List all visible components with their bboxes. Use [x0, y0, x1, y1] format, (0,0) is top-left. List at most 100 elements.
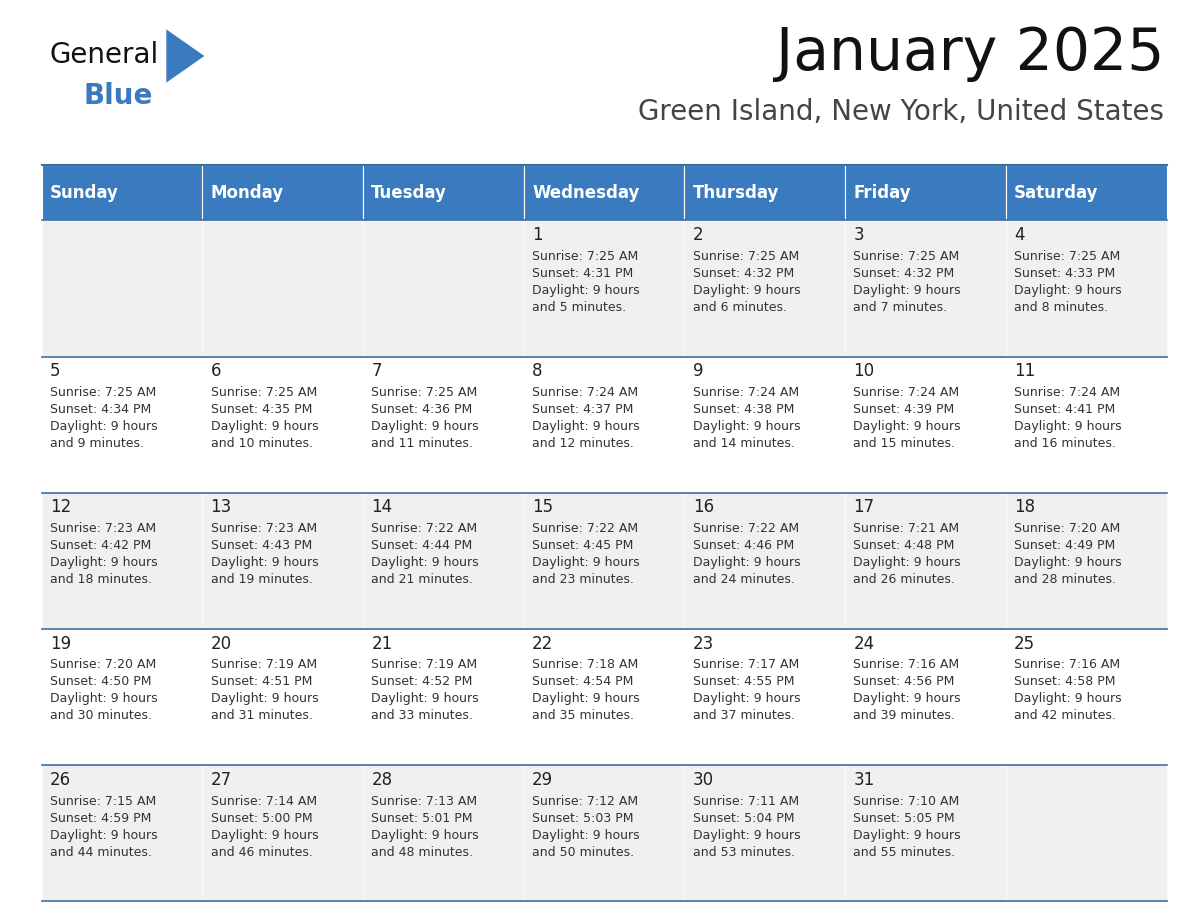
Bar	[524, 766, 684, 901]
Text: 27: 27	[210, 771, 232, 789]
Text: and 5 minutes.: and 5 minutes.	[532, 300, 626, 314]
Text: Sunrise: 7:25 AM: Sunrise: 7:25 AM	[1015, 250, 1120, 263]
Text: Daylight: 9 hours: Daylight: 9 hours	[853, 556, 961, 569]
Text: Sunrise: 7:19 AM: Sunrise: 7:19 AM	[210, 658, 317, 671]
Bar	[1006, 165, 1167, 220]
Text: Sunrise: 7:17 AM: Sunrise: 7:17 AM	[693, 658, 800, 671]
Text: 29: 29	[532, 771, 554, 789]
Text: Daylight: 9 hours: Daylight: 9 hours	[210, 556, 318, 569]
Text: 10: 10	[853, 362, 874, 380]
Text: Daylight: 9 hours: Daylight: 9 hours	[693, 829, 801, 842]
Text: 31: 31	[853, 771, 874, 789]
Text: 2: 2	[693, 226, 703, 244]
Text: Sunday: Sunday	[50, 184, 119, 202]
Text: Sunset: 4:43 PM: Sunset: 4:43 PM	[210, 539, 312, 552]
Text: 24: 24	[853, 634, 874, 653]
Text: and 50 minutes.: and 50 minutes.	[532, 845, 634, 858]
Bar	[845, 356, 1006, 493]
Bar	[1006, 220, 1167, 356]
Text: Sunset: 4:33 PM: Sunset: 4:33 PM	[1015, 266, 1116, 280]
Text: Daylight: 9 hours: Daylight: 9 hours	[372, 692, 479, 705]
Text: 12: 12	[50, 498, 71, 516]
Text: and 14 minutes.: and 14 minutes.	[693, 437, 795, 450]
Text: Sunrise: 7:23 AM: Sunrise: 7:23 AM	[210, 522, 317, 535]
Text: Sunset: 4:58 PM: Sunset: 4:58 PM	[1015, 676, 1116, 688]
Text: and 11 minutes.: and 11 minutes.	[372, 437, 473, 450]
Text: Sunset: 4:35 PM: Sunset: 4:35 PM	[210, 403, 312, 416]
Text: and 37 minutes.: and 37 minutes.	[693, 710, 795, 722]
Text: 28: 28	[372, 771, 392, 789]
Text: Blue: Blue	[83, 83, 152, 110]
Text: Sunrise: 7:25 AM: Sunrise: 7:25 AM	[210, 386, 317, 399]
Text: Sunrise: 7:25 AM: Sunrise: 7:25 AM	[853, 250, 960, 263]
Text: Sunset: 5:04 PM: Sunset: 5:04 PM	[693, 812, 795, 824]
Text: Sunrise: 7:14 AM: Sunrise: 7:14 AM	[210, 795, 317, 808]
Text: and 31 minutes.: and 31 minutes.	[210, 710, 312, 722]
Bar	[42, 356, 202, 493]
Text: and 44 minutes.: and 44 minutes.	[50, 845, 152, 858]
Text: January 2025: January 2025	[776, 25, 1164, 82]
Bar	[202, 165, 364, 220]
Text: Daylight: 9 hours: Daylight: 9 hours	[372, 420, 479, 433]
Text: Sunset: 5:03 PM: Sunset: 5:03 PM	[532, 812, 633, 824]
Bar	[364, 220, 524, 356]
Bar	[364, 356, 524, 493]
Text: General: General	[50, 41, 159, 69]
Bar	[364, 766, 524, 901]
Bar	[202, 629, 364, 766]
Bar	[1006, 493, 1167, 629]
Text: Daylight: 9 hours: Daylight: 9 hours	[50, 420, 158, 433]
Text: 20: 20	[210, 634, 232, 653]
Text: 8: 8	[532, 362, 543, 380]
Text: and 48 minutes.: and 48 minutes.	[372, 845, 473, 858]
Text: and 35 minutes.: and 35 minutes.	[532, 710, 634, 722]
Text: and 8 minutes.: and 8 minutes.	[1015, 300, 1108, 314]
Text: Daylight: 9 hours: Daylight: 9 hours	[693, 692, 801, 705]
Text: 14: 14	[372, 498, 392, 516]
Text: Sunrise: 7:18 AM: Sunrise: 7:18 AM	[532, 658, 638, 671]
Text: 17: 17	[853, 498, 874, 516]
Text: and 21 minutes.: and 21 minutes.	[372, 573, 473, 586]
Bar	[202, 493, 364, 629]
Text: 26: 26	[50, 771, 71, 789]
Text: Sunset: 4:39 PM: Sunset: 4:39 PM	[853, 403, 955, 416]
Text: Sunset: 5:00 PM: Sunset: 5:00 PM	[210, 812, 312, 824]
Text: Daylight: 9 hours: Daylight: 9 hours	[853, 692, 961, 705]
Text: Daylight: 9 hours: Daylight: 9 hours	[1015, 284, 1121, 297]
Text: Daylight: 9 hours: Daylight: 9 hours	[1015, 556, 1121, 569]
Bar	[524, 165, 684, 220]
Text: and 23 minutes.: and 23 minutes.	[532, 573, 634, 586]
Text: Sunrise: 7:24 AM: Sunrise: 7:24 AM	[1015, 386, 1120, 399]
Bar	[202, 766, 364, 901]
Text: 1: 1	[532, 226, 543, 244]
Text: and 10 minutes.: and 10 minutes.	[210, 437, 312, 450]
Text: and 24 minutes.: and 24 minutes.	[693, 573, 795, 586]
Text: Sunset: 5:05 PM: Sunset: 5:05 PM	[853, 812, 955, 824]
Text: Sunrise: 7:15 AM: Sunrise: 7:15 AM	[50, 795, 156, 808]
Text: and 39 minutes.: and 39 minutes.	[853, 710, 955, 722]
Text: 13: 13	[210, 498, 232, 516]
Text: Green Island, New York, United States: Green Island, New York, United States	[638, 98, 1164, 126]
Text: Sunset: 4:54 PM: Sunset: 4:54 PM	[532, 676, 633, 688]
Text: 15: 15	[532, 498, 554, 516]
Bar	[1006, 766, 1167, 901]
Text: Wednesday: Wednesday	[532, 184, 639, 202]
Text: Sunrise: 7:25 AM: Sunrise: 7:25 AM	[693, 250, 800, 263]
Text: and 53 minutes.: and 53 minutes.	[693, 845, 795, 858]
Text: Daylight: 9 hours: Daylight: 9 hours	[1015, 420, 1121, 433]
Text: Daylight: 9 hours: Daylight: 9 hours	[210, 692, 318, 705]
Text: Sunrise: 7:16 AM: Sunrise: 7:16 AM	[853, 658, 960, 671]
Text: 6: 6	[210, 362, 221, 380]
Text: Daylight: 9 hours: Daylight: 9 hours	[50, 556, 158, 569]
Text: and 33 minutes.: and 33 minutes.	[372, 710, 473, 722]
Text: 18: 18	[1015, 498, 1035, 516]
Text: Daylight: 9 hours: Daylight: 9 hours	[210, 420, 318, 433]
Text: and 12 minutes.: and 12 minutes.	[532, 437, 634, 450]
Bar	[524, 493, 684, 629]
Text: Sunrise: 7:24 AM: Sunrise: 7:24 AM	[853, 386, 960, 399]
Text: Sunset: 4:42 PM: Sunset: 4:42 PM	[50, 539, 151, 552]
Text: Saturday: Saturday	[1015, 184, 1099, 202]
Text: Sunrise: 7:22 AM: Sunrise: 7:22 AM	[372, 522, 478, 535]
Text: and 26 minutes.: and 26 minutes.	[853, 573, 955, 586]
Text: Daylight: 9 hours: Daylight: 9 hours	[532, 692, 639, 705]
